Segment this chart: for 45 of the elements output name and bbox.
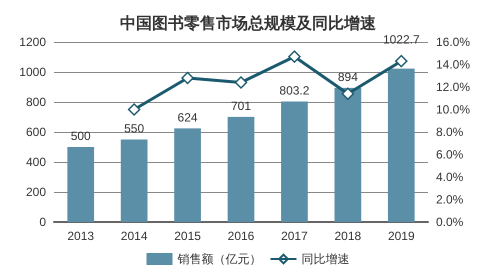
x-tick-label: 2013 xyxy=(67,229,94,243)
y2-tick-label: 4.0% xyxy=(436,170,464,184)
y2-tick-label: 10.0% xyxy=(436,102,470,116)
data-label: 500 xyxy=(70,129,92,143)
y-tick-label: 1200 xyxy=(19,35,46,49)
point xyxy=(342,88,354,100)
x-tick-label: 2014 xyxy=(120,229,148,243)
y-tick-label: 1000 xyxy=(19,65,46,79)
point xyxy=(181,72,194,84)
y2-tick-label: 14.0% xyxy=(436,58,470,72)
data-label: 550 xyxy=(124,122,144,136)
x-tick-label: 2018 xyxy=(334,229,362,243)
y-tick-label: 0 xyxy=(39,215,46,229)
bar xyxy=(120,140,148,222)
x-tick-label: 2015 xyxy=(174,229,202,243)
y-tick-label: 400 xyxy=(26,155,46,169)
bar xyxy=(174,128,201,222)
legend-label: 同比增速 xyxy=(302,252,350,266)
point xyxy=(128,103,140,116)
bar xyxy=(228,116,254,222)
y2-tick-label: 0.0% xyxy=(436,215,464,229)
bar xyxy=(334,88,362,222)
y-tick-label: 600 xyxy=(26,125,46,139)
x-tick-label: 2017 xyxy=(281,229,308,243)
data-label: 894 xyxy=(338,70,358,84)
y2-tick-label: 2.0% xyxy=(436,192,464,206)
x-tick-label: 2016 xyxy=(228,229,255,243)
bar xyxy=(388,68,415,222)
y2-tick-label: 8.0% xyxy=(436,125,464,139)
point xyxy=(288,50,301,63)
point xyxy=(395,54,408,68)
point xyxy=(234,76,248,89)
data-label: 624 xyxy=(178,110,198,124)
data-label: 701 xyxy=(230,98,252,113)
y2-tick-label: 12.0% xyxy=(436,80,470,94)
legend-label: 销售额（亿元） xyxy=(176,252,262,266)
bar xyxy=(67,147,94,222)
y2-tick-label: 16.0% xyxy=(436,35,470,49)
y-tick-label: 800 xyxy=(26,95,46,109)
data-label: 803.2 xyxy=(279,84,310,98)
chart-title: 中国图书零售市场总规模及同比增速 xyxy=(120,14,377,32)
y2-tick-label: 6.0% xyxy=(436,148,464,162)
bar xyxy=(281,102,308,222)
x-tick-label: 2019 xyxy=(388,229,415,243)
y-tick-label: 200 xyxy=(26,185,46,199)
